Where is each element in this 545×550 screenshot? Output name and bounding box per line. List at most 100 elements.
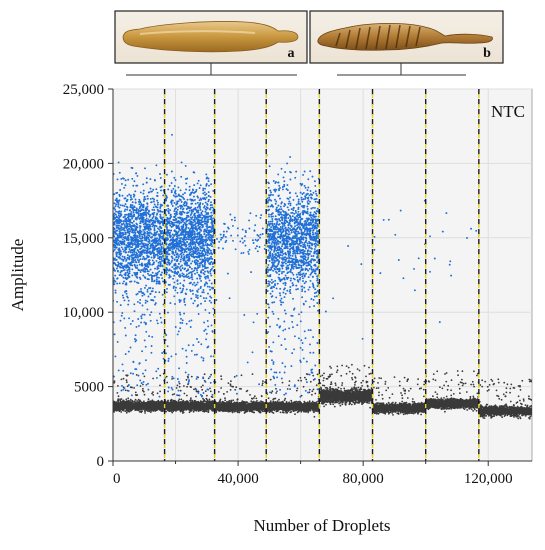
negative-droplet-point bbox=[196, 405, 199, 408]
negative-droplet-point bbox=[209, 405, 211, 408]
negative-droplet-point bbox=[209, 402, 212, 404]
negative-droplet-point bbox=[216, 407, 219, 410]
negative-droplet-point bbox=[190, 375, 193, 378]
tissue-specimen-b bbox=[317, 22, 493, 51]
negative-droplet-point bbox=[205, 410, 208, 413]
negative-droplet-point bbox=[241, 404, 244, 407]
negative-droplet-point bbox=[203, 373, 206, 376]
negative-droplet-point bbox=[143, 400, 145, 403]
negative-droplet-point bbox=[122, 377, 125, 380]
negative-droplet-point bbox=[117, 385, 119, 387]
negative-droplet-point bbox=[125, 381, 128, 384]
negative-droplet-point bbox=[197, 402, 200, 404]
negative-droplet-point bbox=[261, 401, 264, 404]
negative-droplet-point bbox=[161, 404, 164, 406]
negative-droplet-point bbox=[143, 393, 146, 396]
negative-droplet-point bbox=[254, 406, 257, 409]
negative-droplet-point bbox=[156, 404, 159, 407]
negative-droplet-point bbox=[149, 411, 152, 413]
negative-droplet-point bbox=[181, 408, 184, 411]
negative-droplet-point bbox=[171, 393, 174, 396]
negative-droplet-point bbox=[153, 405, 156, 407]
negative-droplet-point bbox=[212, 405, 214, 408]
negative-droplet-point bbox=[177, 400, 180, 402]
negative-droplet-point bbox=[123, 408, 125, 410]
negative-droplet-point bbox=[147, 408, 150, 410]
negative-droplet-point bbox=[294, 413, 296, 416]
negative-droplet-point bbox=[129, 400, 131, 403]
negative-droplet-point bbox=[229, 384, 232, 387]
negative-droplet-point bbox=[179, 389, 182, 392]
negative-droplet-point bbox=[228, 410, 230, 413]
negative-droplet-point bbox=[240, 409, 243, 412]
negative-droplet-point bbox=[281, 381, 284, 384]
negative-droplet-point bbox=[234, 388, 237, 391]
negative-droplet-point bbox=[116, 402, 118, 405]
negative-droplet-point bbox=[114, 408, 117, 410]
negative-droplet-point bbox=[141, 402, 144, 404]
negative-droplet-point bbox=[190, 397, 192, 400]
negative-droplet-point bbox=[229, 407, 232, 410]
negative-droplet-point bbox=[191, 407, 194, 409]
negative-droplet-point bbox=[179, 406, 181, 409]
negative-droplet-point bbox=[126, 374, 129, 377]
negative-droplet-point bbox=[120, 398, 123, 400]
negative-droplet-point bbox=[116, 392, 119, 394]
negative-droplet-point bbox=[152, 377, 155, 380]
negative-droplet-point bbox=[144, 412, 147, 414]
negative-droplet-point bbox=[121, 404, 124, 407]
negative-droplet-point bbox=[262, 380, 264, 382]
negative-droplet-point bbox=[256, 408, 258, 411]
negative-droplet-point bbox=[233, 406, 236, 409]
negative-droplet-point bbox=[222, 410, 224, 413]
negative-droplet-point bbox=[120, 378, 123, 381]
negative-droplet-point bbox=[235, 403, 238, 406]
negative-droplet-point bbox=[202, 384, 204, 387]
negative-droplet-point bbox=[186, 375, 189, 378]
negative-droplet-point bbox=[125, 408, 128, 411]
negative-droplet-point bbox=[243, 412, 246, 414]
negative-droplet-point bbox=[116, 407, 119, 410]
negative-droplet-point bbox=[151, 405, 153, 408]
negative-droplet-point bbox=[200, 406, 203, 409]
negative-droplet-point bbox=[220, 378, 223, 380]
negative-droplet-point bbox=[125, 403, 127, 406]
negative-droplet-point bbox=[217, 391, 220, 393]
negative-droplet-point bbox=[118, 409, 121, 411]
negative-droplet-point bbox=[234, 410, 237, 413]
negative-droplet-point bbox=[316, 373, 319, 376]
negative-droplet-point bbox=[125, 379, 128, 382]
negative-droplet-point bbox=[144, 407, 147, 410]
negative-droplet-point bbox=[117, 399, 120, 402]
negative-droplet-point bbox=[232, 399, 235, 402]
negative-droplet-point bbox=[192, 410, 195, 413]
negative-droplet-point bbox=[201, 408, 203, 411]
negative-droplet-point bbox=[138, 400, 141, 403]
negative-droplet-point bbox=[230, 380, 232, 383]
negative-droplet-point bbox=[159, 374, 162, 377]
negative-droplet-point bbox=[192, 404, 195, 407]
negative-droplet-point bbox=[258, 409, 261, 412]
negative-droplet-point bbox=[227, 404, 229, 407]
negative-droplet-point bbox=[186, 400, 189, 402]
negative-droplet-point bbox=[149, 405, 152, 408]
negative-droplet-point bbox=[245, 405, 247, 407]
negative-droplet-point bbox=[152, 394, 155, 396]
negative-droplet-point bbox=[181, 412, 184, 414]
negative-droplet-point bbox=[175, 400, 178, 403]
negative-droplet-point bbox=[134, 398, 137, 401]
negative-droplet-point bbox=[238, 404, 241, 407]
negative-droplet-point bbox=[205, 401, 208, 404]
negative-droplet-point bbox=[115, 405, 118, 408]
negative-droplet-point bbox=[117, 395, 120, 398]
negative-droplet-point bbox=[180, 398, 183, 401]
negative-droplet-point bbox=[144, 410, 146, 413]
negative-droplet-point bbox=[234, 402, 237, 405]
negative-droplet-point bbox=[188, 411, 191, 414]
negative-droplet-point bbox=[224, 397, 226, 400]
negative-droplet-point bbox=[308, 388, 311, 391]
negative-droplet-point bbox=[186, 385, 189, 388]
negative-droplet-point bbox=[156, 400, 158, 403]
negative-droplet-point bbox=[238, 411, 241, 414]
